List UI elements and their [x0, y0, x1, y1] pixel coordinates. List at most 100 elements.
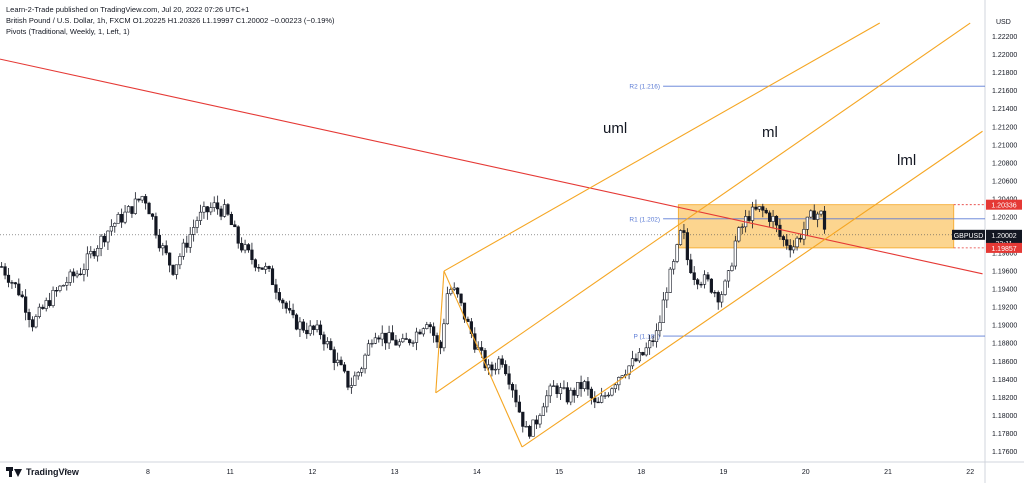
candle-body	[277, 292, 281, 301]
candle-body	[78, 273, 83, 276]
candle-body	[10, 282, 14, 284]
candle-body	[363, 354, 367, 370]
candle-body	[51, 289, 55, 306]
ml-label: ml	[762, 124, 778, 141]
y-tick-label: 1.18400	[992, 377, 1017, 384]
candle-body	[709, 278, 713, 293]
candle-body	[480, 347, 484, 351]
y-tick-label: 1.17600	[992, 449, 1017, 456]
candle-body	[668, 268, 672, 293]
candle-body	[332, 349, 336, 363]
candle-body	[130, 206, 134, 214]
candle-body	[34, 316, 38, 328]
candle-body	[219, 208, 223, 217]
candle-body	[627, 365, 631, 375]
candle-body	[651, 340, 655, 343]
candle-body	[322, 334, 326, 345]
candle-body	[576, 382, 580, 396]
brand[interactable]: TradingView	[6, 467, 79, 477]
candle-body	[342, 364, 347, 372]
candle-body	[126, 206, 131, 213]
candle-body	[764, 209, 768, 214]
candle-body	[291, 309, 295, 316]
candle-body	[106, 230, 110, 243]
candle-body	[267, 266, 271, 270]
candle-body	[195, 220, 199, 228]
candle-body	[41, 306, 45, 309]
candle-body	[733, 240, 737, 267]
candle-body	[387, 332, 391, 344]
currency-label: USD	[996, 19, 1011, 26]
descending-trendline	[0, 58, 983, 275]
candle-body	[24, 296, 28, 313]
candle-body	[236, 226, 240, 244]
candle-body	[301, 321, 305, 331]
candle-body	[260, 267, 264, 270]
brand-name: TradingView	[26, 467, 79, 477]
candle-body	[771, 215, 775, 222]
candle-body	[685, 232, 689, 261]
x-tick-label: 8	[146, 469, 150, 476]
candle-body	[294, 314, 299, 330]
candle-body	[226, 204, 230, 215]
candle-body	[819, 210, 823, 215]
candle-body	[726, 270, 731, 282]
candle-body	[620, 375, 624, 378]
y-tick-label: 1.22000	[992, 52, 1017, 59]
candle-body	[713, 292, 717, 294]
candle-body	[192, 227, 196, 235]
candle-body	[750, 206, 755, 221]
candle-body	[137, 198, 141, 201]
candle-body	[325, 341, 329, 345]
candle-body	[109, 226, 113, 232]
candle-body	[610, 388, 614, 396]
x-tick-label: 13	[391, 469, 399, 476]
supply-demand-zone	[677, 204, 955, 249]
candle-body	[768, 212, 772, 222]
candle-body	[140, 196, 144, 201]
candle-body	[569, 389, 573, 403]
candle-body	[96, 248, 100, 257]
candle-body	[161, 245, 165, 249]
candle-body	[44, 300, 48, 309]
candle-body	[545, 395, 549, 408]
candle-body	[582, 381, 587, 390]
y-tick-label: 1.17800	[992, 431, 1017, 438]
candle-body	[390, 332, 395, 341]
candle-body	[61, 284, 65, 287]
candle-body	[692, 272, 696, 280]
price-badge	[986, 199, 1022, 210]
y-tick-label: 1.18000	[992, 413, 1017, 420]
candle-body	[788, 245, 792, 251]
candle-body	[822, 210, 827, 230]
candle-body	[538, 415, 542, 425]
candle-body	[308, 325, 312, 335]
candle-body	[133, 198, 137, 214]
candle-body	[174, 264, 179, 275]
candle-body	[150, 213, 155, 217]
y-tick-label: 1.19400	[992, 287, 1017, 294]
candle-body	[421, 328, 425, 335]
candle-body	[144, 196, 148, 204]
candle-body	[281, 299, 285, 304]
zone-layer	[677, 204, 985, 249]
candle-body	[377, 337, 381, 340]
y-tick-label: 1.20800	[992, 160, 1017, 167]
candle-body	[209, 207, 213, 213]
candle-body	[240, 242, 244, 251]
x-tick-label: 18	[637, 469, 645, 476]
pivot-layer: R2 (1.216) R1 (1.202) P (1.189)	[0, 84, 985, 341]
y-tick-label: 1.21800	[992, 70, 1017, 77]
y-tick-label: 1.18800	[992, 341, 1017, 348]
candle-body	[596, 401, 600, 404]
candle-body	[17, 283, 21, 296]
candle-body	[589, 388, 593, 399]
candle-body	[730, 265, 734, 271]
price-badge-label: GBPUSD	[954, 233, 984, 240]
y-tick-label: 1.18600	[992, 359, 1017, 366]
candle-body	[394, 339, 398, 346]
candle-body	[812, 210, 816, 220]
candle-body	[401, 338, 405, 343]
